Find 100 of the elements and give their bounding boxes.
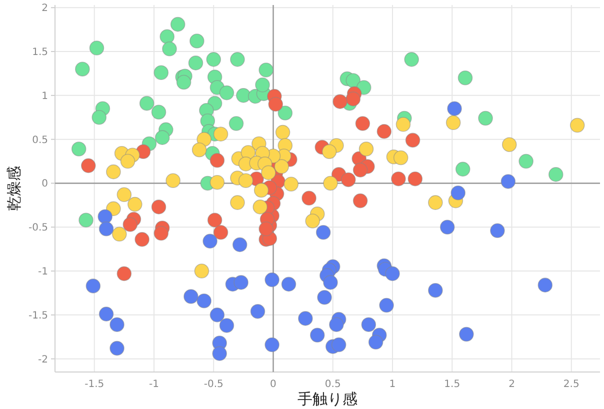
x-tick-label: 0 bbox=[270, 379, 276, 390]
point bbox=[368, 334, 384, 350]
point bbox=[274, 159, 289, 174]
point bbox=[192, 142, 207, 158]
point bbox=[210, 153, 225, 168]
point bbox=[352, 193, 368, 208]
point bbox=[538, 278, 553, 292]
point bbox=[228, 116, 244, 131]
point bbox=[252, 200, 268, 214]
point bbox=[361, 317, 376, 332]
point bbox=[202, 234, 218, 249]
point bbox=[340, 172, 356, 188]
point bbox=[278, 106, 293, 120]
point bbox=[210, 174, 225, 190]
y-tick-label: -1 bbox=[38, 266, 48, 278]
point bbox=[184, 289, 198, 304]
point bbox=[250, 304, 266, 319]
x-tick-label: 0.5 bbox=[324, 379, 341, 390]
point bbox=[154, 226, 169, 241]
point bbox=[305, 214, 320, 228]
point bbox=[71, 142, 86, 156]
point bbox=[396, 117, 411, 132]
point bbox=[298, 311, 313, 326]
point bbox=[255, 77, 270, 92]
point bbox=[110, 340, 124, 356]
x-tick-label: -1 bbox=[148, 379, 159, 390]
point bbox=[86, 278, 101, 294]
point bbox=[154, 130, 170, 145]
point bbox=[500, 174, 516, 189]
point bbox=[213, 126, 228, 142]
point bbox=[379, 298, 394, 313]
point bbox=[478, 110, 493, 126]
x-axis-title: 手触り感 bbox=[298, 390, 358, 408]
point bbox=[236, 88, 251, 103]
point bbox=[98, 306, 114, 322]
y-axis-title: 乾燥感 bbox=[5, 166, 23, 211]
point bbox=[518, 154, 534, 169]
point bbox=[212, 346, 227, 361]
point bbox=[261, 165, 276, 180]
point bbox=[258, 221, 274, 236]
x-tick-label: 1.5 bbox=[444, 379, 460, 390]
point bbox=[92, 110, 107, 125]
point bbox=[170, 16, 186, 32]
point bbox=[219, 318, 234, 333]
point bbox=[322, 144, 337, 160]
y-tick-label: 2 bbox=[42, 3, 48, 14]
point bbox=[440, 220, 455, 235]
point bbox=[238, 173, 254, 188]
point bbox=[196, 293, 212, 308]
point bbox=[116, 187, 132, 202]
point bbox=[502, 137, 517, 152]
point bbox=[391, 171, 406, 186]
point bbox=[210, 308, 225, 322]
point bbox=[284, 176, 299, 192]
point bbox=[80, 158, 96, 174]
point bbox=[428, 282, 443, 298]
point bbox=[106, 164, 121, 180]
point bbox=[346, 92, 361, 106]
point bbox=[232, 237, 248, 252]
point bbox=[176, 74, 192, 90]
y-tick-label: 1 bbox=[42, 90, 48, 102]
point bbox=[323, 275, 338, 290]
point bbox=[275, 124, 290, 140]
point bbox=[219, 85, 234, 100]
y-tick-label: -1.5 bbox=[28, 310, 48, 322]
point bbox=[393, 150, 408, 166]
point bbox=[230, 195, 245, 210]
point bbox=[154, 65, 169, 80]
point bbox=[455, 162, 470, 177]
point bbox=[404, 52, 419, 67]
y-tick-label: 0.5 bbox=[32, 134, 48, 146]
point bbox=[548, 167, 564, 182]
point bbox=[89, 40, 104, 56]
point bbox=[151, 104, 166, 120]
point bbox=[450, 185, 466, 200]
point bbox=[355, 116, 370, 131]
point bbox=[110, 317, 124, 332]
point bbox=[358, 142, 374, 156]
point bbox=[206, 52, 222, 67]
point bbox=[446, 115, 461, 130]
point bbox=[120, 154, 136, 169]
point bbox=[447, 101, 462, 116]
point bbox=[207, 212, 222, 228]
point bbox=[112, 226, 127, 242]
x-tick-label: -0.5 bbox=[204, 379, 224, 390]
point bbox=[316, 225, 331, 240]
point bbox=[128, 196, 142, 212]
point bbox=[264, 337, 280, 352]
point bbox=[428, 195, 443, 210]
point bbox=[458, 70, 473, 86]
point bbox=[98, 209, 112, 224]
point bbox=[459, 326, 474, 342]
point bbox=[98, 221, 114, 236]
point bbox=[376, 124, 392, 139]
point bbox=[234, 275, 248, 290]
point bbox=[331, 337, 346, 352]
x-tick-label: 2.5 bbox=[563, 379, 580, 390]
point bbox=[75, 62, 90, 76]
point bbox=[213, 225, 228, 240]
point bbox=[346, 73, 361, 88]
